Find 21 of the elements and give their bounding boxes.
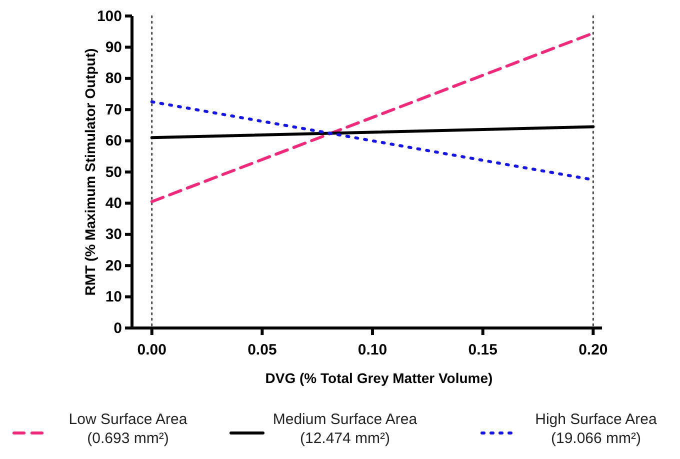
y-tick-label: 90 (105, 39, 122, 56)
x-tick-label: 0.00 (137, 342, 166, 358)
x-axis-title: DVG (% Total Grey Matter Volume) (265, 370, 493, 386)
y-tick-label: 70 (105, 101, 122, 118)
x-tick-label: 0.05 (248, 342, 277, 358)
y-tick-label: 10 (105, 288, 122, 306)
legend-label: High Surface Area (19.066 mm²) (535, 411, 658, 447)
x-tick-label: 0.20 (578, 342, 608, 358)
legend-label: Medium Surface Area (12.474 mm²) (272, 411, 418, 447)
x-tick-label: 0.10 (358, 342, 388, 358)
x-tick-label: 0.15 (468, 342, 498, 358)
y-tick-label: 60 (105, 132, 122, 150)
y-tick-label: 80 (105, 70, 122, 88)
legend-label: Low Surface Area (0.693 mm²) (68, 411, 188, 447)
y-tick-label: 30 (105, 226, 122, 244)
y-tick-label: 50 (105, 164, 122, 181)
y-tick-label: 100 (96, 8, 122, 25)
y-axis-title: RMT (% Maximum Stimulator Output) (82, 48, 98, 296)
y-tick-label: 20 (105, 257, 122, 274)
y-tick-label: 0 (114, 320, 122, 337)
y-tick-label: 40 (105, 195, 122, 212)
